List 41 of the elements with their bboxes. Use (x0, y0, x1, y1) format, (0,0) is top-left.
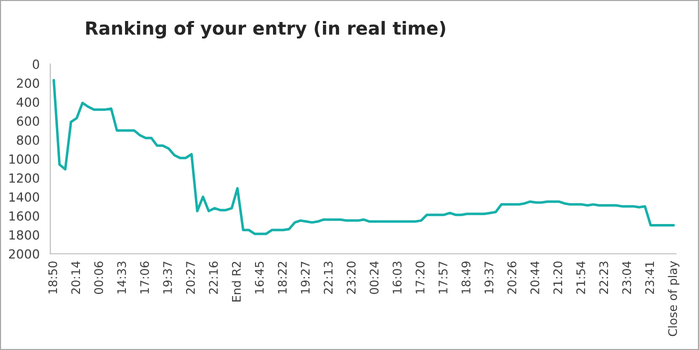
y-tick-label: 0 (32, 60, 40, 69)
x-tick-label: 21:20 (553, 261, 562, 294)
y-tick-label: 1200 (9, 173, 40, 183)
x-tick-label: 18:22 (278, 262, 287, 294)
x-tick-label: 18:49 (462, 262, 470, 294)
y-tick-label: 1400 (9, 192, 40, 202)
x-tick-label: 17:06 (140, 261, 150, 294)
x-tick-label: 00:06 (94, 261, 104, 294)
x-tick-label: End R2 (232, 262, 241, 302)
x-tick-label: 17:20 (416, 261, 425, 294)
x-tick-label: 23:20 (346, 261, 356, 294)
x-tick-label: 19:37 (484, 262, 494, 294)
chart-title: Ranking of your entry (in real time) (86, 20, 446, 39)
x-tick-label: Close of play (668, 261, 680, 336)
x-tick-label: 20:14 (71, 261, 80, 294)
y-tick-label: 800 (16, 135, 40, 145)
x-tick-label: 22:16 (208, 261, 218, 294)
line-series (52, 78, 675, 236)
y-tick-label: 400 (16, 97, 40, 107)
x-tick-label: 20:26 (507, 261, 516, 294)
x-tick-label: 18:50 (48, 261, 58, 294)
x-tick-label: 22:13 (324, 262, 333, 294)
x-tick-label: 23:04 (622, 261, 632, 294)
x-tick-label: 16:45 (254, 262, 264, 294)
y-tick-label: 600 (16, 116, 40, 126)
x-tick-label: 00:24 (370, 261, 379, 294)
y-tick-label: 2000 (9, 249, 40, 259)
x-tick-label: 23:41 (645, 262, 654, 294)
y-tick-label: 1000 (9, 154, 40, 164)
x-tick-label: 20:27 (186, 262, 195, 294)
y-tick-label: 1600 (9, 211, 40, 221)
x-tick-label: 17:57 (438, 262, 448, 294)
x-tick-label: 19:27 (300, 262, 310, 294)
x-tick-label: 21:54 (576, 261, 586, 294)
x-tick-label: 20:44 (530, 261, 540, 294)
x-tick-label: 16:03 (392, 262, 402, 294)
y-tick-label: 1800 (9, 230, 40, 240)
x-tick-label: 22:23 (599, 262, 608, 294)
x-tick-label: 19:37 (163, 262, 172, 294)
y-tick-label: 200 (16, 78, 40, 88)
x-tick-label: 14:33 (117, 262, 126, 294)
